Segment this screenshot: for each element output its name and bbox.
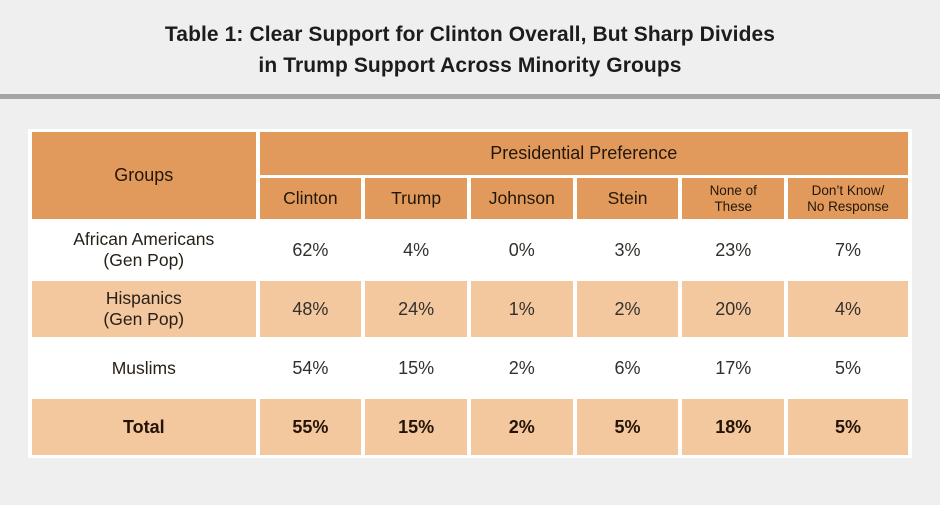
column-header-stein: Stein bbox=[576, 178, 679, 219]
value-cell: 2% bbox=[470, 340, 573, 396]
value-cell: 5% bbox=[576, 399, 679, 455]
header-row-candidates: Clinton Trump Johnson Stein None of Thes… bbox=[32, 178, 908, 219]
value-cell: 1% bbox=[470, 281, 573, 337]
value-cell: 5% bbox=[788, 399, 908, 455]
row-label-african-americans: African Americans (Gen Pop) bbox=[32, 222, 256, 278]
value-cell: 7% bbox=[788, 222, 908, 278]
presidential-preference-table: Groups Presidential Preference Clinton T… bbox=[28, 129, 912, 458]
table-row-hispanics: Hispanics (Gen Pop) 48% 24% 1% 2% 20% 4% bbox=[32, 281, 908, 337]
table-row-total: Total 55% 15% 2% 5% 18% 5% bbox=[32, 399, 908, 455]
preference-header-cell: Presidential Preference bbox=[259, 132, 908, 175]
value-cell: 2% bbox=[470, 399, 573, 455]
value-cell: 15% bbox=[365, 399, 467, 455]
page-title: Table 1: Clear Support for Clinton Overa… bbox=[164, 23, 776, 77]
column-header-johnson: Johnson bbox=[470, 178, 573, 219]
table-row-african-americans: African Americans (Gen Pop) 62% 4% 0% 3%… bbox=[32, 222, 908, 278]
value-cell: 6% bbox=[576, 340, 679, 396]
column-header-trump: Trump bbox=[365, 178, 467, 219]
value-cell: 3% bbox=[576, 222, 679, 278]
column-header-dont-know: Don’t Know/ No Response bbox=[788, 178, 908, 219]
column-header-none-of-these: None of These bbox=[682, 178, 785, 219]
groups-header-cell: Groups bbox=[32, 132, 256, 219]
header-row-group: Groups Presidential Preference bbox=[32, 132, 908, 219]
value-cell: 55% bbox=[259, 399, 362, 455]
table-row-muslims: Muslims 54% 15% 2% 6% 17% 5% bbox=[32, 340, 908, 396]
value-cell: 15% bbox=[365, 340, 467, 396]
row-label-hispanics: Hispanics (Gen Pop) bbox=[32, 281, 256, 337]
value-cell: 4% bbox=[365, 222, 467, 278]
title-divider bbox=[0, 94, 940, 99]
value-cell: 62% bbox=[259, 222, 362, 278]
value-cell: 24% bbox=[365, 281, 467, 337]
row-label-total: Total bbox=[32, 399, 256, 455]
value-cell: 0% bbox=[470, 222, 573, 278]
table-container: Groups Presidential Preference Clinton T… bbox=[28, 129, 940, 458]
value-cell: 17% bbox=[682, 340, 785, 396]
value-cell: 4% bbox=[788, 281, 908, 337]
value-cell: 2% bbox=[576, 281, 679, 337]
value-cell: 20% bbox=[682, 281, 785, 337]
value-cell: 23% bbox=[682, 222, 785, 278]
column-header-clinton: Clinton bbox=[259, 178, 362, 219]
value-cell: 18% bbox=[682, 399, 785, 455]
value-cell: 54% bbox=[259, 340, 362, 396]
value-cell: 48% bbox=[259, 281, 362, 337]
row-label-muslims: Muslims bbox=[32, 340, 256, 396]
value-cell: 5% bbox=[788, 340, 908, 396]
